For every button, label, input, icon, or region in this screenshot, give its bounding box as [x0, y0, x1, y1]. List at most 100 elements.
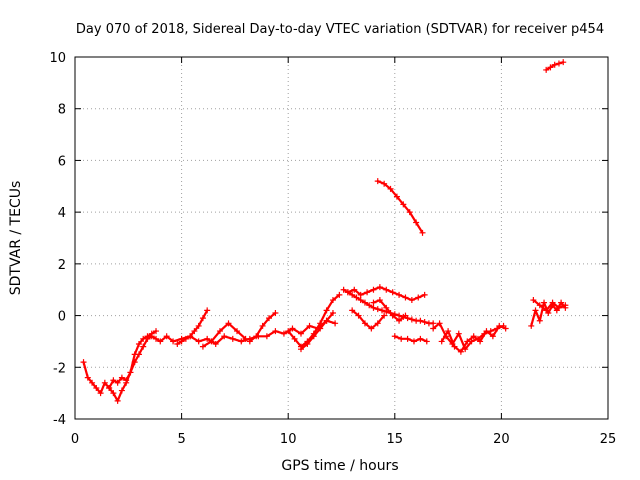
data-point	[489, 333, 496, 340]
data-point	[374, 178, 381, 185]
data-segment-17	[530, 297, 569, 314]
data-point	[351, 286, 358, 293]
data-segment-5	[246, 309, 279, 345]
data-point	[80, 359, 87, 366]
data-point	[417, 335, 424, 342]
data-point	[400, 201, 407, 208]
data-point	[93, 384, 100, 391]
data-point	[234, 328, 241, 335]
data-point	[374, 320, 381, 327]
y-tick-label: 0	[58, 310, 66, 325]
data-point	[135, 341, 142, 348]
data-segment-15	[438, 322, 509, 355]
data-point	[415, 294, 422, 301]
data-point	[455, 330, 462, 337]
data-point	[408, 316, 415, 323]
data-point	[436, 320, 443, 327]
data-point	[323, 307, 330, 314]
data-point	[170, 338, 177, 345]
y-tick-label: 6	[58, 154, 66, 169]
data-point	[306, 322, 313, 329]
data-point	[148, 330, 155, 337]
data-segment-12	[374, 178, 426, 236]
data-point	[187, 333, 194, 340]
data-point	[421, 291, 428, 298]
data-point	[419, 229, 426, 236]
data-point	[376, 297, 383, 304]
data-point	[389, 312, 396, 319]
data-point	[157, 338, 164, 345]
data-point	[396, 317, 403, 324]
data-point	[97, 390, 104, 397]
data-segment-3	[174, 307, 211, 348]
data-point	[101, 379, 108, 386]
y-axis-title: SDTVAR / TECUs	[8, 181, 24, 296]
data-point	[470, 333, 477, 340]
data-point	[84, 374, 91, 381]
data-point	[532, 307, 539, 314]
data-point	[153, 335, 160, 342]
data-point	[272, 309, 279, 316]
data-point	[131, 351, 138, 358]
data-point	[182, 335, 189, 342]
data-point	[123, 377, 130, 384]
y-tick-label: -2	[53, 361, 66, 376]
data-point	[361, 320, 368, 327]
data-point	[370, 286, 377, 293]
y-tick-label: 10	[49, 51, 66, 66]
data-point	[266, 315, 273, 322]
data-point	[551, 61, 558, 68]
data-point	[402, 294, 409, 301]
data-point	[555, 60, 562, 67]
data-point	[364, 289, 371, 296]
data-point	[402, 312, 409, 319]
y-tick-label: 2	[58, 258, 66, 273]
data-point	[242, 335, 249, 342]
data-point	[421, 319, 428, 326]
data-point	[387, 185, 394, 192]
chart-title: Day 070 of 2018, Sidereal Day-to-day VTE…	[76, 22, 604, 37]
data-segment-4	[199, 320, 249, 350]
data-point	[483, 328, 490, 335]
data-point	[451, 343, 458, 350]
data-point	[558, 299, 565, 306]
data-point	[304, 341, 311, 348]
data-point	[259, 322, 266, 329]
data-point	[199, 315, 206, 322]
data-point	[317, 325, 324, 332]
data-point	[144, 333, 151, 340]
data-point	[357, 297, 364, 304]
data-point	[370, 299, 377, 306]
data-point	[404, 335, 411, 342]
data-point	[549, 299, 556, 306]
data-point	[391, 333, 398, 340]
data-point	[297, 330, 304, 337]
data-point	[195, 338, 202, 345]
y-tick-label: 8	[58, 103, 66, 118]
data-point	[114, 379, 121, 386]
data-point	[536, 317, 543, 324]
data-point	[430, 325, 437, 332]
data-point	[140, 335, 147, 342]
x-tick-label: 20	[493, 432, 510, 447]
data-point	[379, 307, 386, 314]
data-point	[376, 284, 383, 291]
data-point	[204, 335, 211, 342]
data-point	[280, 330, 287, 337]
data-point	[349, 307, 356, 314]
data-point	[118, 374, 125, 381]
data-point	[423, 338, 430, 345]
y-tick-label: -4	[53, 413, 66, 428]
data-point	[191, 328, 198, 335]
data-point	[174, 341, 181, 348]
data-point	[349, 291, 356, 298]
data-point	[353, 294, 360, 301]
data-point	[199, 343, 206, 350]
data-point	[541, 299, 548, 306]
data-point	[229, 335, 236, 342]
data-point	[562, 302, 569, 309]
data-point	[195, 322, 202, 329]
data-layer	[80, 59, 569, 404]
